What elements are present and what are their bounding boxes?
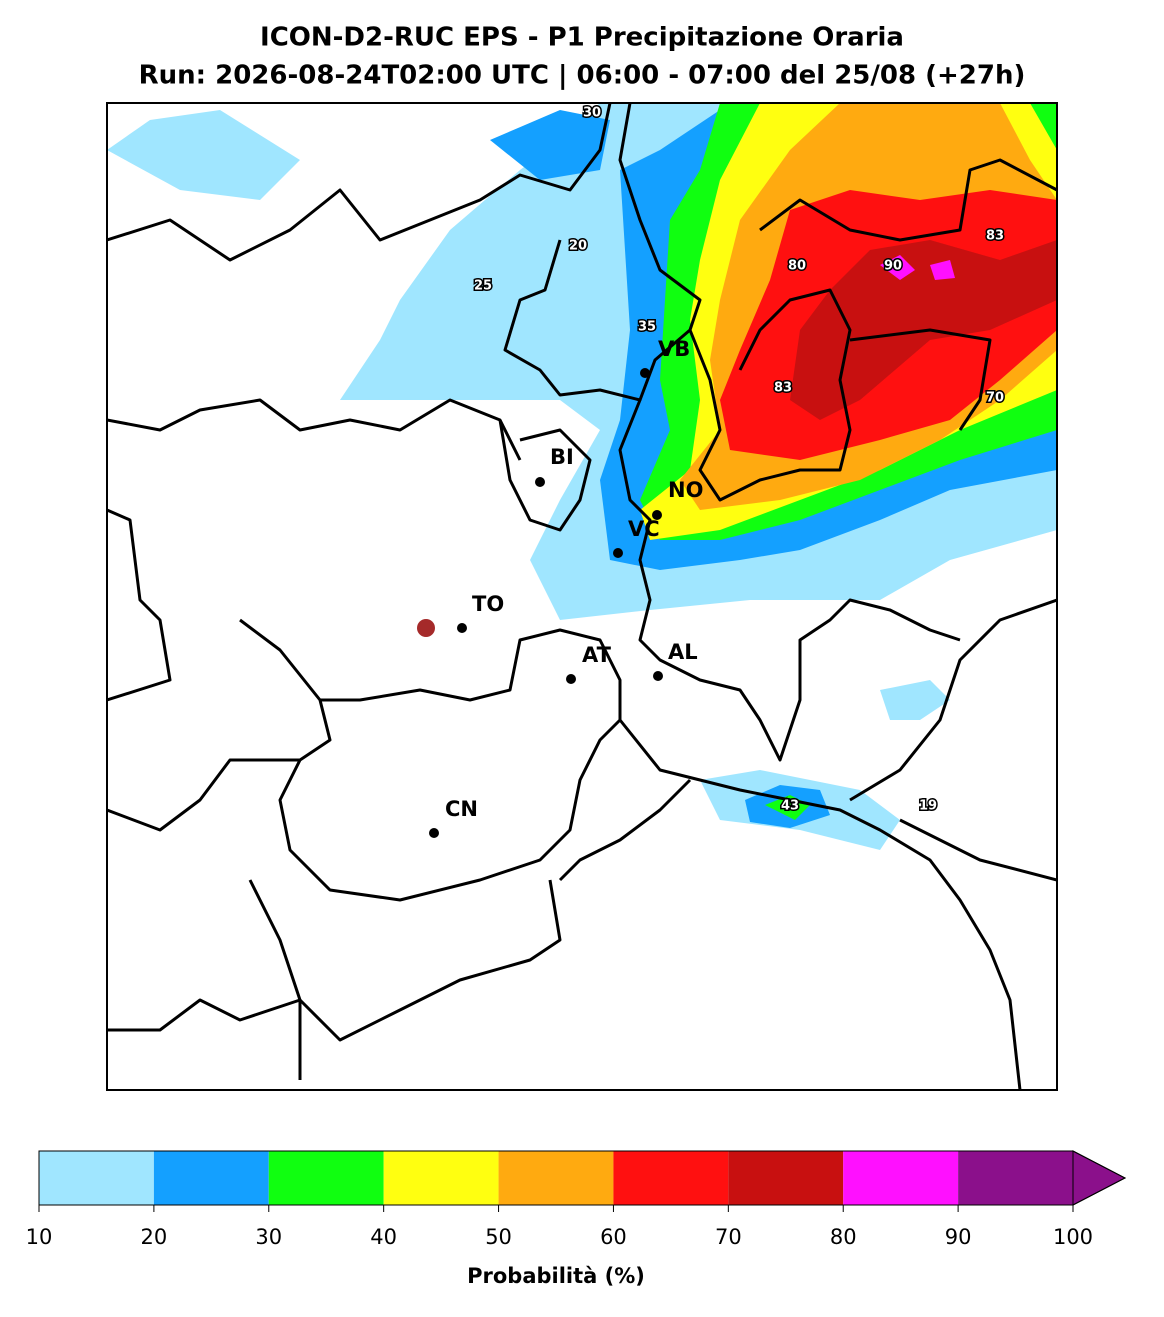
city-dot <box>566 674 576 684</box>
colorbar-label: Probabilità (%) <box>467 1264 645 1288</box>
probability-label: 30 <box>583 106 601 121</box>
city-dot <box>652 510 662 520</box>
borders <box>107 103 1057 1090</box>
city-dot <box>640 368 650 378</box>
city-dot <box>457 623 467 633</box>
probability-label: 20 <box>569 239 587 254</box>
probability-label: 90 <box>884 259 902 274</box>
colorbar-tick-label: 50 <box>485 1225 512 1249</box>
city-label: TO <box>472 592 504 616</box>
precipitation-area <box>930 260 955 280</box>
colorbar-segment <box>39 1151 154 1205</box>
city-dot <box>429 828 439 838</box>
precipitation-field <box>107 103 1057 850</box>
probability-label: 83 <box>774 381 792 396</box>
precipitation-area <box>107 110 300 200</box>
city-label: NO <box>668 478 703 502</box>
colorbar-segment <box>728 1151 844 1205</box>
colorbar-segment <box>958 1151 1073 1205</box>
title: ICON-D2-RUC EPS - P1 Precipitazione Orar… <box>260 23 904 53</box>
colorbar-segment <box>383 1151 499 1205</box>
precipitation-area <box>490 110 610 180</box>
city-label: BI <box>550 445 574 469</box>
colorbar-segment <box>843 1151 959 1205</box>
city-label: AL <box>668 640 698 664</box>
probability-label: 35 <box>638 320 656 335</box>
city-label: VB <box>658 337 690 361</box>
colorbar-tick-label: 100 <box>1053 1225 1093 1249</box>
colorbar-segment <box>498 1151 614 1205</box>
precipitation-area <box>880 680 950 720</box>
colorbar-segment <box>613 1151 729 1205</box>
subtitle: Run: 2026-08-24T02:00 UTC | 06:00 - 07:0… <box>139 61 1026 91</box>
colorbar-tick-label: 30 <box>255 1225 282 1249</box>
colorbar-extension <box>1072 1150 1127 1206</box>
colorbar-segment <box>153 1151 269 1205</box>
probability-label: 80 <box>788 259 806 274</box>
colorbar-tick-label: 60 <box>600 1225 627 1249</box>
city-dot <box>535 477 545 487</box>
probability-label: 83 <box>986 229 1004 244</box>
location-marker <box>417 619 435 637</box>
colorbar-tick-label: 40 <box>370 1225 397 1249</box>
colorbar-outline <box>38 1150 1127 1206</box>
map-frame <box>106 102 1058 1091</box>
probability-label: 25 <box>474 279 492 294</box>
colorbar-tick-label: 90 <box>945 1225 972 1249</box>
colorbar-segment <box>268 1151 384 1205</box>
colorbar-tick-label: 10 <box>26 1225 53 1249</box>
city-label: CN <box>445 797 478 821</box>
colorbar-tick-label: 20 <box>141 1225 168 1249</box>
colorbar-tick-label: 80 <box>830 1225 857 1249</box>
city-dot <box>613 548 623 558</box>
probability-label: 43 <box>781 799 799 814</box>
probability-label: 70 <box>986 391 1004 406</box>
probability-label: 19 <box>919 799 937 814</box>
city-dot <box>653 671 663 681</box>
city-label: AT <box>582 643 612 667</box>
colorbar-tick-label: 70 <box>715 1225 742 1249</box>
precipitation-area <box>880 255 915 280</box>
city-label: VC <box>628 517 660 541</box>
